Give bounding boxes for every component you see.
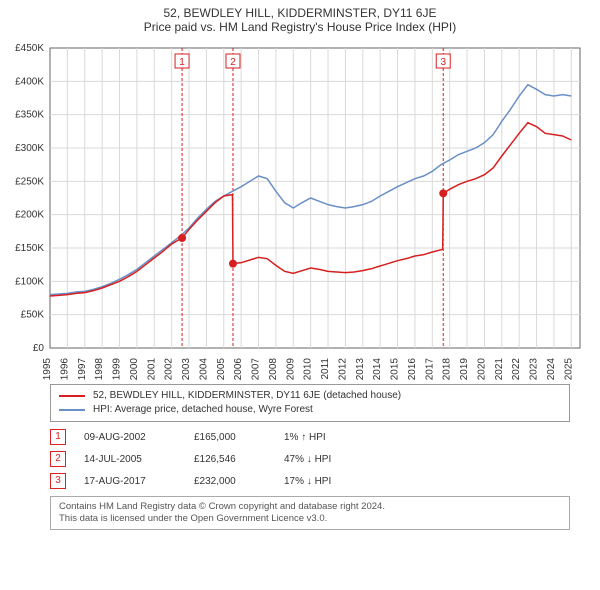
event-marker: 3	[50, 473, 66, 489]
svg-text:1999: 1999	[112, 358, 123, 380]
chart-title: 52, BEWDLEY HILL, KIDDERMINSTER, DY11 6J…	[0, 0, 600, 20]
event-row: 3 17-AUG-2017£232,00017% ↓ HPI	[50, 470, 570, 492]
footer-line: This data is licensed under the Open Gov…	[59, 513, 561, 525]
svg-text:2004: 2004	[198, 358, 209, 380]
event-price: £126,546	[194, 454, 284, 465]
svg-text:2010: 2010	[303, 358, 314, 380]
event-marker: 1	[50, 429, 66, 445]
footer-line: Contains HM Land Registry data © Crown c…	[59, 501, 561, 513]
legend-row: HPI: Average price, detached house, Wyre…	[59, 403, 561, 417]
svg-text:£150K: £150K	[15, 243, 44, 254]
price-chart: £0 £50K £100K £150K £200K £250K £300K £350K £400…	[0, 40, 600, 380]
svg-text:2015: 2015	[390, 358, 401, 380]
svg-text:2003: 2003	[181, 358, 192, 380]
event-hpi: 17% ↓ HPI	[284, 476, 404, 487]
events-table: 1 09-AUG-2002£165,0001% ↑ HPI 2 14-JUL-2005…	[50, 426, 570, 492]
event-hpi: 1% ↑ HPI	[284, 432, 404, 443]
svg-text:2023: 2023	[529, 358, 540, 380]
event-marker: 2	[50, 451, 66, 467]
svg-text:2007: 2007	[251, 358, 262, 380]
svg-text:1998: 1998	[94, 358, 105, 380]
svg-text:2002: 2002	[164, 358, 175, 380]
svg-text:2024: 2024	[546, 358, 557, 380]
event-date: 14-JUL-2005	[84, 454, 194, 465]
svg-text:2009: 2009	[285, 358, 296, 380]
svg-text:2005: 2005	[216, 358, 227, 380]
svg-text:2011: 2011	[320, 358, 331, 380]
event-row: 1 09-AUG-2002£165,0001% ↑ HPI	[50, 426, 570, 448]
svg-text:2001: 2001	[146, 358, 157, 380]
legend-label: 52, BEWDLEY HILL, KIDDERMINSTER, DY11 6J…	[93, 389, 401, 403]
legend-label: HPI: Average price, detached house, Wyre…	[93, 403, 313, 417]
event-date: 17-AUG-2017	[84, 476, 194, 487]
svg-text:£450K: £450K	[15, 43, 44, 54]
event-price: £165,000	[194, 432, 284, 443]
svg-text:£350K: £350K	[15, 110, 44, 121]
svg-text:3: 3	[440, 57, 446, 68]
svg-text:2013: 2013	[355, 358, 366, 380]
svg-text:1996: 1996	[59, 358, 70, 380]
svg-text:£300K: £300K	[15, 143, 44, 154]
event-date: 09-AUG-2002	[84, 432, 194, 443]
svg-text:2014: 2014	[372, 358, 383, 380]
svg-text:£0: £0	[33, 343, 45, 354]
legend-swatch	[59, 395, 85, 397]
svg-text:2012: 2012	[337, 358, 348, 380]
svg-text:£50K: £50K	[21, 310, 45, 321]
svg-text:2008: 2008	[268, 358, 279, 380]
svg-text:1: 1	[179, 57, 185, 68]
legend-row: 52, BEWDLEY HILL, KIDDERMINSTER, DY11 6J…	[59, 389, 561, 403]
svg-text:£200K: £200K	[15, 210, 44, 221]
svg-text:2018: 2018	[442, 358, 453, 380]
svg-text:2025: 2025	[563, 358, 574, 380]
legend: 52, BEWDLEY HILL, KIDDERMINSTER, DY11 6J…	[50, 384, 570, 422]
svg-text:2006: 2006	[233, 358, 244, 380]
svg-text:2017: 2017	[424, 358, 435, 380]
svg-text:2: 2	[230, 57, 236, 68]
svg-text:£100K: £100K	[15, 276, 44, 287]
svg-text:2000: 2000	[129, 358, 140, 380]
svg-text:£400K: £400K	[15, 76, 44, 87]
footer-attribution: Contains HM Land Registry data © Crown c…	[50, 496, 570, 530]
svg-text:2021: 2021	[494, 358, 505, 380]
event-price: £232,000	[194, 476, 284, 487]
svg-text:2020: 2020	[476, 358, 487, 380]
svg-text:2022: 2022	[511, 358, 522, 380]
event-row: 2 14-JUL-2005£126,54647% ↓ HPI	[50, 448, 570, 470]
svg-text:1997: 1997	[77, 358, 88, 380]
chart-subtitle: Price paid vs. HM Land Registry's House …	[0, 20, 600, 40]
svg-text:1995: 1995	[42, 358, 53, 380]
event-hpi: 47% ↓ HPI	[284, 454, 404, 465]
svg-text:2016: 2016	[407, 358, 418, 380]
svg-text:£250K: £250K	[15, 176, 44, 187]
svg-text:2019: 2019	[459, 358, 470, 380]
legend-swatch	[59, 409, 85, 411]
